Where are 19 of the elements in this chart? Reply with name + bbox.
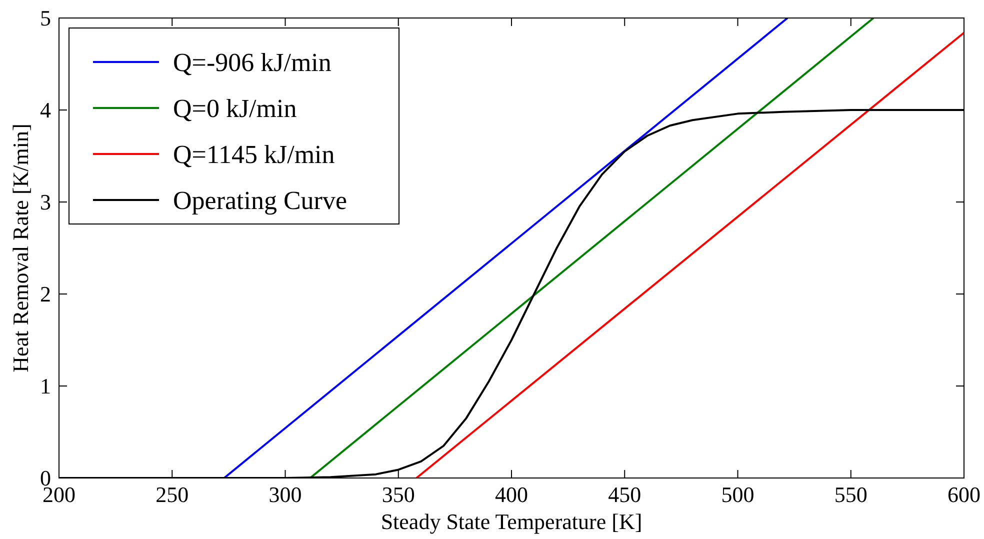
y-tick-label: 1 [40, 374, 51, 399]
legend-label: Q=1145 kJ/min [173, 140, 335, 170]
x-tick-label: 300 [268, 482, 302, 507]
y-tick-label: 4 [40, 98, 51, 123]
y-axis-title: Heat Removal Rate [K/min] [8, 124, 33, 372]
x-tick-label: 350 [382, 482, 415, 507]
x-tick-label: 600 [948, 482, 980, 507]
x-tick-label: 550 [834, 482, 868, 507]
legend-label: Q=0 kJ/min [173, 94, 297, 124]
x-tick-label: 400 [495, 482, 528, 507]
y-tick-label: 3 [40, 190, 51, 215]
legend-label: Operating Curve [173, 186, 348, 216]
y-tick-label: 5 [40, 6, 51, 31]
x-axis-title: Steady State Temperature [K] [380, 509, 642, 534]
x-tick-label: 500 [721, 482, 754, 507]
legend-label: Q=-906 kJ/min [173, 48, 332, 78]
x-tick-label: 250 [156, 482, 189, 507]
x-tick-label: 450 [608, 482, 642, 507]
y-tick-label: 2 [40, 282, 51, 307]
